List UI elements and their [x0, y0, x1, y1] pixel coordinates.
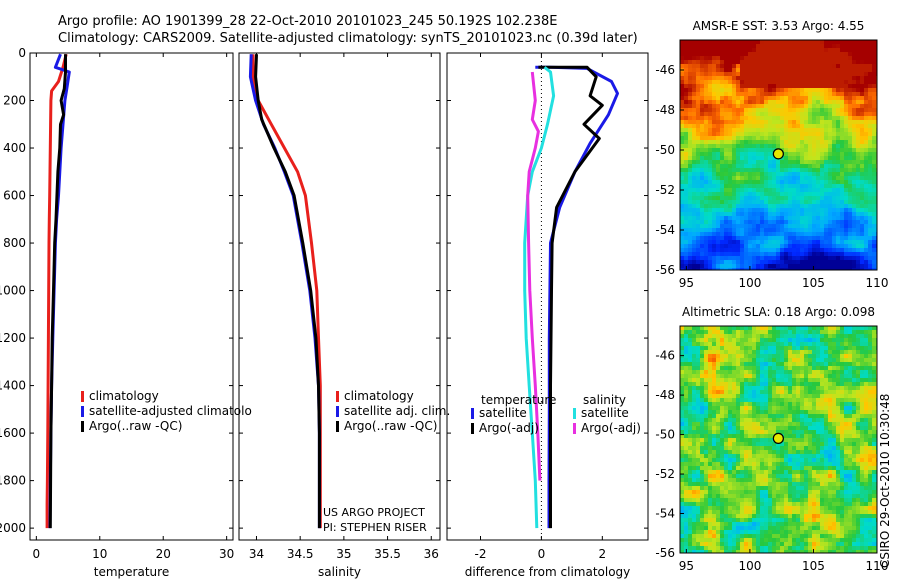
difference-legend-swatch — [471, 423, 474, 434]
difference-series-salinity-satellite — [523, 66, 556, 529]
sst-map-panel: AMSR-E SST: 3.53 Argo: 4.55 95 100 105 110 -4… — [655, 19, 888, 290]
sla_map-xtick-label: 110 — [866, 559, 889, 573]
sst_map-argo-marker — [772, 148, 784, 160]
temperature-axes-box — [29, 52, 234, 541]
salinity-xlabel: salinity — [318, 565, 361, 579]
salinity-xtick-label: 34.5 — [287, 547, 314, 561]
depth-tick-label: 1000 — [0, 284, 26, 298]
salinity-legend-swatch — [336, 406, 339, 417]
depth-tick-label: 1600 — [0, 426, 26, 440]
sst_map-xtick-label: 95 — [679, 276, 694, 290]
sst_map-ytick-label: -46 — [655, 63, 675, 77]
depth-tick-label: 600 — [3, 189, 26, 203]
salinity-legend-label: Argo(..raw -QC) — [344, 419, 437, 433]
sst_map-ytick-label: -50 — [655, 143, 675, 157]
salinity-legend-swatch — [336, 421, 339, 432]
sst_map-xtick-label: 105 — [802, 276, 825, 290]
difference-xtick-label: 2 — [598, 547, 606, 561]
salinity-xtick-label: 35.5 — [374, 547, 401, 561]
sst_map-xtick-label: 100 — [738, 276, 761, 290]
side-label: CSIRO 29-Oct-2010 10:30:48 — [878, 394, 892, 568]
salinity-legend-label: satellite adj. clim. — [344, 404, 450, 418]
salinity-legend-label: climatology — [344, 389, 414, 403]
depth-tick-label: 1200 — [0, 331, 26, 345]
temperature-xtick-label: 30 — [219, 547, 234, 561]
temperature-series-climatology — [45, 53, 68, 529]
temperature-legend-label: satellite-adjusted climatolo — [89, 404, 252, 418]
sla_map-title: Altimetric SLA: 0.18 Argo: 0.098 — [682, 305, 875, 319]
sst_map-title: AMSR-E SST: 3.53 Argo: 4.55 — [693, 19, 865, 33]
difference-legend-label: satellite — [581, 406, 629, 420]
temperature-legend-swatch — [81, 391, 84, 402]
difference-axes-box — [446, 52, 649, 541]
title-line-2: Climatology: CARS2009. Satellite-adjuste… — [58, 31, 638, 46]
sst_map-ytick-label: -48 — [655, 103, 675, 117]
sla_map-axes-box — [679, 325, 878, 554]
difference-legend-label: Argo(-adj) — [479, 421, 539, 435]
depth-tick-label: 2000 — [0, 521, 26, 535]
difference-panel: -2 0 2 difference from climatology temperatu… — [446, 52, 649, 579]
sst_map-xtick-label: 110 — [866, 276, 889, 290]
temperature-panel: 0 10 20 30 0 200 400 600 800 1000 1200 1400 1600 1800… — [0, 46, 252, 579]
salinity-series-satellite-adj-clim- — [248, 54, 321, 529]
sla_map-xtick-label: 100 — [738, 559, 761, 573]
sst_map-axes-box — [679, 39, 878, 271]
temperature-legend-label: Argo(..raw -QC) — [89, 419, 182, 433]
sst_map-ytick-label: -54 — [655, 223, 675, 237]
sla_map-ytick-label: -48 — [655, 388, 675, 402]
salinity-xtick-label: 34 — [249, 547, 264, 561]
difference-series-temperature-argo-adj- — [538, 65, 604, 529]
temperature-xtick-label: 10 — [92, 547, 107, 561]
difference-xtick-label: 0 — [538, 547, 546, 561]
project-credit: US ARGO PROJECT — [323, 506, 425, 519]
difference-legend-label: Argo(-adj) — [581, 421, 641, 435]
depth-tick-label: 1400 — [0, 379, 26, 393]
temperature-legend-swatch — [81, 406, 84, 417]
temperature-series-argo-raw-qc- — [48, 54, 67, 529]
difference-xlabel: difference from climatology — [465, 565, 631, 579]
sla_map-xtick-label: 95 — [679, 559, 694, 573]
pi-credit: PI: STEPHEN RISER — [323, 521, 427, 534]
depth-tick-label: 1800 — [0, 474, 26, 488]
title-line-1: Argo profile: AO 1901399_28 22-Oct-2010 … — [58, 14, 557, 29]
temperature-xtick-label: 0 — [33, 547, 41, 561]
sla_map-xtick-label: 105 — [802, 559, 825, 573]
salinity-series-argo-raw-qc- — [254, 54, 321, 529]
depth-tick-label: 200 — [3, 94, 26, 108]
difference-legend-swatch — [573, 423, 576, 434]
difference-series-salinity-argo-adj- — [526, 71, 542, 481]
depth-tick-label: 800 — [3, 236, 26, 250]
sla_map-ytick-label: -52 — [655, 467, 675, 481]
sst_map-field — [680, 40, 878, 271]
depth-tick-label: 400 — [3, 141, 26, 155]
difference-xtick-label: -2 — [475, 547, 487, 561]
sst_map-ytick-label: -52 — [655, 183, 675, 197]
temperature-legend-swatch — [81, 421, 84, 432]
salinity-panel: 34 34.5 35 35.5 36 salinity climatologysatelli… — [238, 52, 450, 579]
temperature-xtick-label: 20 — [156, 547, 171, 561]
salinity-xtick-label: 36 — [424, 547, 439, 561]
difference-legend-swatch — [573, 408, 576, 419]
legend-title-temperature: temperature — [481, 393, 556, 407]
sla_map-ytick-label: -50 — [655, 428, 675, 442]
salinity-xtick-label: 35 — [336, 547, 351, 561]
difference-series-temperature-satellite — [535, 65, 619, 529]
legend-title-salinity: salinity — [583, 393, 626, 407]
salinity-legend-swatch — [336, 391, 339, 402]
sst_map-ytick-label: -56 — [655, 263, 675, 277]
temperature-legend-label: climatology — [89, 389, 159, 403]
temperature-xlabel: temperature — [94, 565, 169, 579]
sla-map-panel: Altimetric SLA: 0.18 Argo: 0.098 95 100 105… — [655, 305, 888, 573]
sla_map-ytick-label: -56 — [655, 546, 675, 560]
depth-tick-label: 0 — [18, 46, 26, 60]
sla_map-field — [680, 326, 878, 554]
sla_map-ytick-label: -46 — [655, 349, 675, 363]
salinity-axes-box — [238, 52, 441, 541]
sla_map-argo-marker — [772, 432, 784, 444]
sla_map-ytick-label: -54 — [655, 507, 675, 521]
difference-legend-swatch — [471, 408, 474, 419]
difference-legend-label: satellite — [479, 406, 527, 420]
